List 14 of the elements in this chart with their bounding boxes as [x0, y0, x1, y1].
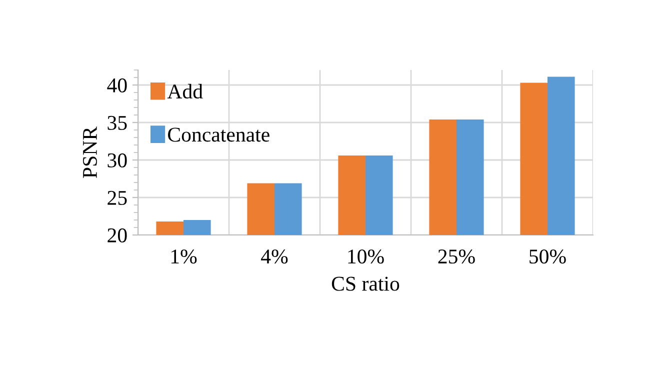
x-tick-label: 10%: [348, 249, 384, 264]
x-tick-label: 25%: [438, 249, 475, 264]
y-tick-label: 35: [108, 116, 127, 130]
x-tick-label: 4%: [261, 249, 288, 264]
y-tick-label: 40: [107, 78, 127, 92]
y-axis-title: PSNR: [82, 126, 97, 178]
legend-label: Add: [167, 84, 203, 99]
y-tick-label: 25: [108, 190, 127, 205]
y-tick-label: 20: [108, 228, 127, 242]
x-tick-label: 50%: [530, 249, 566, 264]
x-axis-title: CS ratio: [332, 276, 400, 291]
x-tick-label: 1%: [171, 249, 197, 264]
legend-label: Concatenate: [168, 128, 270, 142]
y-tick-label: 30: [108, 153, 127, 168]
